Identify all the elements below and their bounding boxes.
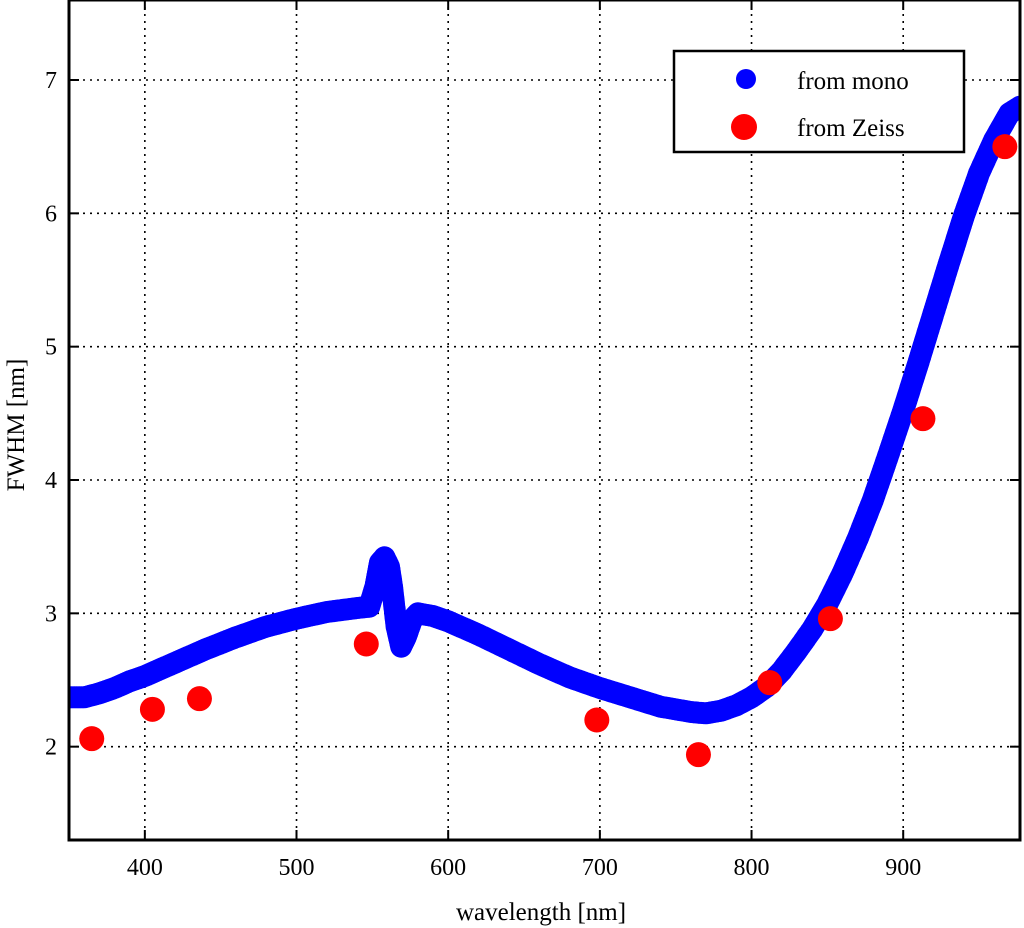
x-tick-label: 500 [279, 855, 315, 881]
y-tick-label: 7 [45, 68, 57, 94]
zeiss-point [353, 631, 379, 657]
y-tick-label: 3 [45, 601, 57, 627]
zeiss-point [910, 406, 936, 432]
y-axis-label: FWHM [nm] [3, 359, 30, 492]
zeiss-point [685, 742, 711, 768]
zeiss-point [79, 726, 105, 752]
zeiss-point [992, 134, 1018, 160]
series-from-mono [69, 95, 1020, 725]
legend-marker-mono [736, 69, 756, 89]
axes-frame [67, 0, 1022, 842]
zeiss-point [757, 670, 783, 696]
legend: from mono from Zeiss [672, 49, 966, 154]
x-tick-label: 800 [734, 855, 770, 881]
mono-point [1009, 95, 1020, 118]
plot-area [69, 95, 1020, 768]
axis-ticks: 400 500 600 700 800 900 2 3 4 5 6 7 [45, 0, 1020, 881]
zeiss-point [186, 686, 212, 712]
legend-label-mono: from mono [797, 68, 909, 95]
series-from-zeiss [79, 134, 1018, 768]
y-tick-label: 5 [45, 335, 57, 361]
y-tick-label: 6 [45, 201, 57, 227]
zeiss-point [817, 606, 843, 632]
y-tick-label: 2 [45, 735, 57, 761]
legend-label-zeiss: from Zeiss [797, 115, 905, 142]
zeiss-point [584, 707, 610, 733]
x-axis-label: wavelength [nm] [456, 899, 626, 926]
x-tick-label: 400 [127, 855, 163, 881]
y-tick-label: 4 [45, 468, 57, 494]
legend-box [672, 49, 966, 154]
zeiss-point [139, 696, 165, 722]
x-tick-label: 900 [885, 855, 921, 881]
x-tick-label: 600 [430, 855, 466, 881]
x-tick-label: 700 [582, 855, 618, 881]
legend-marker-zeiss [731, 114, 757, 140]
